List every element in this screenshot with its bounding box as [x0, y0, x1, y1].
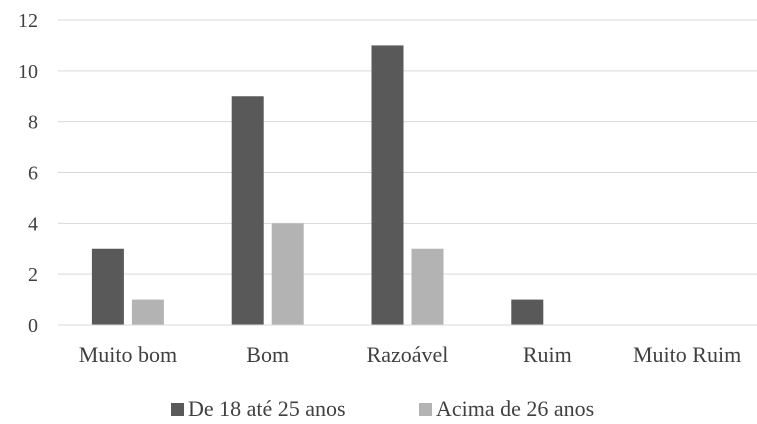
- bar-series-2-1: [271, 223, 304, 325]
- y-tick-label: 6: [28, 163, 38, 185]
- y-tick-label: 2: [28, 264, 38, 286]
- gridlines: [58, 19, 757, 275]
- x-category-label: Muito Ruim: [633, 342, 741, 367]
- x-category-label: Ruim: [523, 342, 572, 367]
- bar-series-2-0: [131, 299, 164, 325]
- legend-swatch: [171, 403, 184, 416]
- y-axis-ticks: 0 2 4 6 8 10 12: [18, 10, 38, 337]
- x-category-label: Razoável: [367, 342, 449, 367]
- legend: De 18 até 25 anos Acima de 26 anos: [171, 396, 594, 421]
- x-category-label: Muito bom: [79, 342, 177, 367]
- y-tick-label: 4: [28, 213, 38, 235]
- bar-series-1-1: [231, 96, 264, 325]
- y-tick-label: 0: [28, 315, 38, 337]
- x-axis-labels: Muito bom Bom Razoável Ruim Muito Ruim: [79, 342, 741, 367]
- bar-series-2-2: [411, 248, 444, 325]
- bar-series-1-0: [91, 248, 124, 325]
- legend-label: De 18 até 25 anos: [188, 396, 346, 421]
- y-tick-label: 10: [18, 61, 38, 83]
- bars: [91, 45, 544, 326]
- legend-swatch: [419, 403, 432, 416]
- bar-series-1-2: [371, 45, 404, 326]
- bar-series-1-3: [511, 299, 544, 325]
- x-category-label: Bom: [246, 342, 289, 367]
- y-tick-label: 12: [18, 10, 38, 32]
- y-tick-label: 8: [28, 112, 38, 134]
- legend-label: Acima de 26 anos: [436, 396, 594, 421]
